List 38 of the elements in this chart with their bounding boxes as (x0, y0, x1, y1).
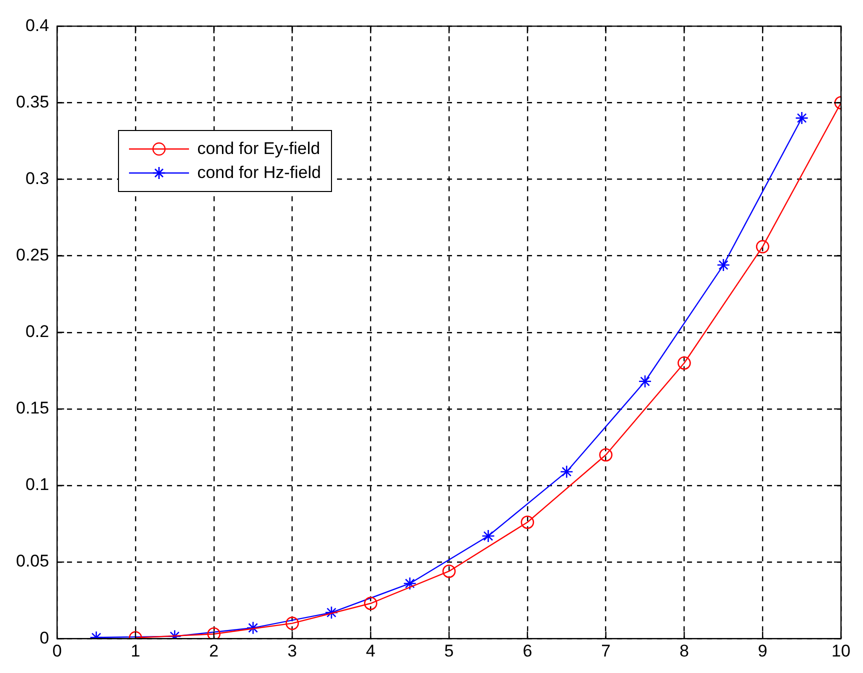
y-tick-label: 0 (40, 628, 50, 648)
y-tick-label: 0.2 (25, 322, 50, 342)
point (324, 606, 338, 620)
point (207, 627, 221, 639)
point (678, 356, 691, 370)
y-tick-label: 0.35 (16, 92, 50, 112)
point (442, 564, 456, 578)
point (638, 374, 652, 388)
x-tick-label: 7 (601, 641, 611, 660)
point (482, 529, 495, 543)
y-tick-label: 0.4 (25, 16, 50, 35)
x-tick-label: 0 (52, 641, 62, 660)
x-tick-label: 1 (130, 641, 140, 660)
x-tick-label: 4 (366, 641, 376, 660)
point (795, 111, 808, 125)
point (364, 596, 378, 610)
point (286, 616, 299, 630)
y-tick-label: 0.25 (16, 246, 50, 265)
point (403, 576, 416, 590)
point (716, 258, 730, 272)
point (756, 240, 770, 254)
legend-label: cond for Ey-field (197, 138, 320, 160)
x-tick-label: 3 (288, 641, 297, 660)
point (560, 465, 574, 478)
x-tick-label: 2 (209, 641, 219, 660)
point (246, 621, 260, 635)
x-tick-label: 8 (679, 641, 689, 660)
x-tick-label: 6 (522, 641, 532, 660)
legend-label: cond for Hz-field (197, 162, 321, 184)
x-tick-label: 9 (758, 641, 768, 660)
y-tick-label: 0.3 (25, 168, 50, 188)
y-tick-label: 0.1 (25, 475, 50, 494)
y-tick-label: 0.15 (16, 398, 50, 418)
x-tick-label: 10 (832, 641, 850, 660)
y-tick-label: 0.05 (16, 552, 50, 571)
point (520, 516, 534, 529)
point (599, 448, 612, 462)
x-tick-label: 5 (444, 641, 454, 660)
